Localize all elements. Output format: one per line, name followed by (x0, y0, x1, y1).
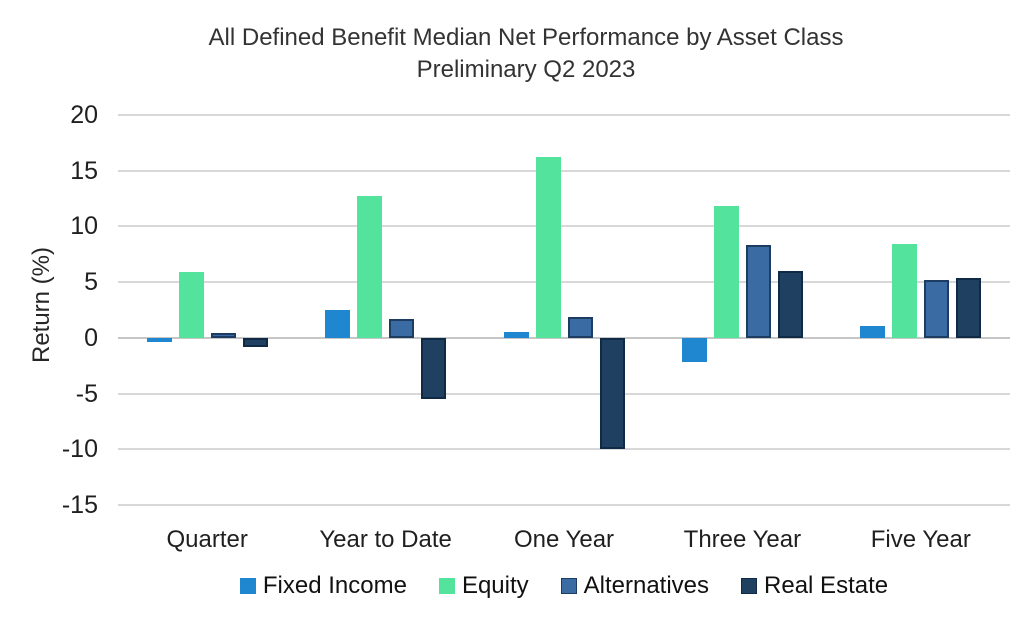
legend-swatch-icon (239, 578, 256, 594)
gridline (118, 504, 1010, 506)
legend: Fixed Income Equity Alternatives Real Estat… (118, 571, 1010, 601)
x-category-label-one-year: One Year (513, 526, 615, 553)
legend-item-equity: Equity (438, 572, 529, 600)
y-tick-label: 15 (70, 156, 98, 185)
zero-gridline (118, 336, 1010, 339)
x-category-label-quarter: Quarter (166, 526, 248, 553)
legend-label: Alternatives (583, 572, 710, 599)
x-category-label-three-year: Three Year (683, 526, 802, 553)
bar-fixed-income-three-year (681, 337, 707, 363)
gridline (118, 281, 1010, 284)
bar-alternatives-quarter (210, 333, 236, 338)
y-tick-label: -15 (61, 491, 98, 519)
bar-fixed-income-year-to-date (325, 310, 351, 338)
gridline (118, 114, 1010, 116)
bar-equity-five-year (892, 244, 918, 338)
y-tick-label: -10 (61, 435, 98, 464)
y-tick-label: 5 (84, 268, 98, 297)
bar-alternatives-one-year (567, 316, 593, 338)
legend-label: Real Estate (764, 572, 889, 599)
gridline (118, 392, 1010, 395)
x-category-label-year-to-date: Year to Date (319, 526, 452, 553)
bar-real-estate-five-year (956, 277, 982, 338)
bar-fixed-income-quarter (146, 337, 172, 343)
bar-real-estate-three-year (777, 271, 803, 338)
bar-equity-quarter (178, 272, 204, 338)
bar-real-estate-quarter (242, 337, 268, 347)
gridline (118, 225, 1010, 228)
bar-fixed-income-five-year (860, 325, 886, 338)
legend-swatch-icon (741, 578, 758, 594)
gridline (118, 169, 1010, 172)
legend-swatch-icon (438, 578, 455, 594)
legend-item-real-estate: Real Estate (741, 572, 888, 600)
legend-label: Fixed Income (262, 572, 407, 599)
bar-fixed-income-one-year (503, 332, 529, 338)
y-tick-label: -5 (75, 379, 98, 408)
chart-title: All Defined Benefit Median Net Performan… (208, 24, 844, 51)
bar-equity-three-year (713, 206, 739, 338)
bar-equity-one-year (535, 157, 561, 338)
legend-item-alternatives: Alternatives (560, 572, 710, 600)
legend-item-fixed-income: Fixed Income (239, 572, 407, 600)
legend-label: Equity (461, 572, 529, 599)
bar-real-estate-one-year (599, 337, 625, 450)
bar-alternatives-year-to-date (389, 318, 415, 338)
bar-real-estate-year-to-date (421, 337, 447, 400)
legend-swatch-icon (560, 578, 577, 594)
bar-equity-year-to-date (357, 196, 383, 338)
gridline (118, 448, 1010, 451)
bar-alternatives-three-year (745, 245, 771, 338)
chart-subtitle: Preliminary Q2 2023 (416, 56, 636, 83)
bar-alternatives-five-year (924, 279, 950, 338)
y-tick-label: 10 (70, 212, 98, 241)
y-tick-label: 20 (70, 101, 98, 129)
y-tick-label: 0 (84, 323, 98, 352)
x-category-label-five-year: Five Year (870, 526, 971, 553)
